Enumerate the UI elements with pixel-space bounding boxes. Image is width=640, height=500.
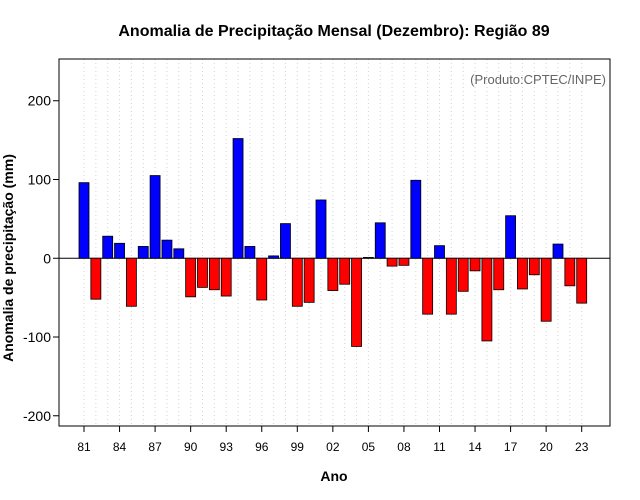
- bar-92: [208, 257, 220, 291]
- bar-94: [232, 138, 244, 259]
- bar-97: [268, 255, 280, 259]
- y-tick-label: -200: [23, 408, 51, 424]
- bar-96: [256, 257, 268, 301]
- x-tick-label: 02: [326, 440, 340, 454]
- x-tick-label: 20: [539, 440, 553, 454]
- bar-17: [505, 215, 517, 259]
- bar-16: [493, 257, 505, 291]
- bar-99: [291, 257, 303, 307]
- x-tick-label: 99: [291, 440, 305, 454]
- x-tick-label: 14: [468, 440, 482, 454]
- bar-93: [220, 257, 232, 297]
- y-tick-label: 100: [28, 171, 52, 187]
- bar-07: [386, 257, 398, 267]
- bar-05: [362, 257, 374, 259]
- x-tick-label: 08: [397, 440, 411, 454]
- bar-11: [434, 245, 445, 259]
- x-tick-label: 81: [77, 440, 91, 454]
- bar-00: [303, 257, 315, 303]
- bar-18: [517, 257, 528, 290]
- bar-02: [327, 257, 339, 291]
- bar-81: [78, 182, 90, 259]
- bar-01: [315, 199, 327, 259]
- bar-06: [374, 222, 386, 259]
- bar-90: [185, 257, 197, 298]
- bar-15: [481, 257, 493, 342]
- bar-23: [576, 257, 588, 304]
- x-axis: 81 84 87 90 93 96 99 02 05 08 11 14 17 20 23: [77, 426, 589, 454]
- bar-14: [469, 257, 481, 272]
- bar-09: [410, 179, 422, 259]
- bar-84: [114, 242, 125, 259]
- bar-20: [540, 257, 552, 322]
- bars: [78, 138, 588, 347]
- bar-83: [102, 235, 114, 259]
- bar-85: [126, 257, 137, 307]
- bar-22: [564, 257, 576, 287]
- y-axis-label: Anomalia de precipitação (mm): [0, 154, 16, 362]
- bar-98: [280, 223, 291, 259]
- bar-87: [149, 175, 161, 259]
- bar-19: [528, 257, 540, 276]
- y-axis: -200 -100 0 100 200: [23, 93, 59, 424]
- x-tick-label: 93: [220, 440, 234, 454]
- x-tick-label: 17: [504, 440, 518, 454]
- y-tick-label: -100: [23, 329, 51, 345]
- bar-12: [445, 257, 457, 315]
- bar-13: [457, 257, 469, 292]
- y-tick-label: 0: [43, 250, 51, 266]
- bar-82: [90, 257, 102, 300]
- bar-91: [197, 257, 208, 288]
- bar-86: [137, 246, 149, 259]
- x-tick-label: 96: [255, 440, 269, 454]
- bar-10: [422, 257, 434, 315]
- bar-08: [398, 257, 410, 266]
- product-credit: (Produto:CPTEC/INPE): [470, 72, 606, 87]
- bar-89: [173, 248, 185, 259]
- x-tick-label: 87: [148, 440, 162, 454]
- bar-03: [339, 257, 351, 285]
- plot-frame: [58, 58, 611, 427]
- chart-title: Anomalia de Precipitação Mensal (Dezembr…: [118, 23, 549, 40]
- bar-88: [161, 239, 173, 259]
- bar-21: [552, 243, 564, 259]
- x-tick-label: 11: [433, 440, 446, 454]
- x-tick-label: 23: [575, 440, 589, 454]
- y-tick-label: 200: [28, 93, 52, 109]
- bar-95: [244, 246, 256, 259]
- x-tick-label: 84: [113, 440, 127, 454]
- x-tick-label: 90: [184, 440, 198, 454]
- x-axis-label: Ano: [320, 468, 347, 484]
- bar-04: [351, 257, 362, 347]
- x-tick-label: 05: [362, 440, 376, 454]
